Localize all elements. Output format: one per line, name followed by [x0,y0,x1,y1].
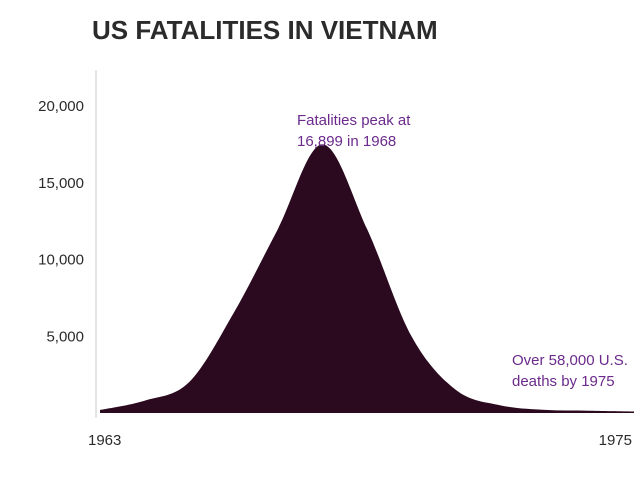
x-tick-label: 1963 [88,432,121,449]
y-tick-label: 20,000 [38,98,84,115]
peak-annotation: Fatalities peak at 16,899 in 1968 [297,112,415,150]
total-annotation-line1: Over 58,000 U.S. [512,352,628,369]
y-tick-label: 15,000 [38,175,84,192]
x-tick-label: 1975 [599,432,632,449]
peak-annotation-line1: Fatalities peak at [297,112,411,129]
fatalities-area [100,144,634,414]
total-annotation: Over 58,000 U.S. deaths by 1975 [512,352,632,390]
y-tick-label: 10,000 [38,252,84,269]
total-annotation-line2: deaths by 1975 [512,373,615,390]
y-tick-label: 5,000 [46,328,84,345]
peak-annotation-line2: 16,899 in 1968 [297,133,396,150]
chart-title: US FATALITIES IN VIETNAM [92,15,438,45]
y-tick-labels: 5,000 10,000 15,000 20,000 [38,98,84,345]
x-tick-labels: 1963 1975 [88,432,632,449]
